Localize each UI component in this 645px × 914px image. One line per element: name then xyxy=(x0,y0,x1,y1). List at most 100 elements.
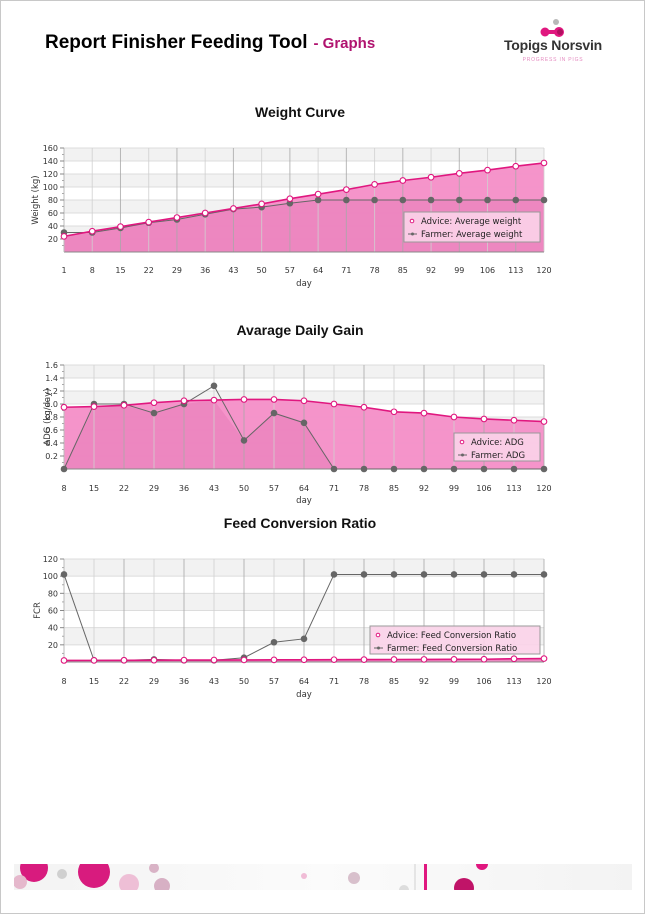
farmer-point xyxy=(450,571,458,578)
logo-tagline: PROGRESS IN PIGS xyxy=(522,57,584,63)
y-tick-label: 100 xyxy=(43,572,58,581)
x-tick-label: 85 xyxy=(398,266,408,275)
x-tick-label: 22 xyxy=(119,484,129,493)
farmer-point xyxy=(427,196,435,204)
legend-box xyxy=(453,432,541,462)
x-tick-label: 71 xyxy=(341,266,351,275)
x-tick-label: 8 xyxy=(61,677,66,686)
advice-point xyxy=(484,166,491,174)
adg-chart: 0.2 0.4 0.6 0.8 1.0 1.2 1.4 1.6 8 15 22 29 36 43 50 57 6… xyxy=(43,361,552,506)
legend-advice-marker xyxy=(375,632,381,638)
x-tick-label: 15 xyxy=(89,677,99,686)
farmer-point xyxy=(360,465,368,473)
legend-box xyxy=(403,211,541,243)
advice-point xyxy=(90,403,98,410)
x-tick-label: 15 xyxy=(115,266,125,275)
legend-farmer-label: Farmer: Average weight xyxy=(421,230,523,240)
advice-point xyxy=(88,227,96,235)
x-tick-label: 71 xyxy=(329,484,339,493)
legend-farmer-label: Farmer: ADG xyxy=(471,451,525,461)
report-title: Report Finisher Feeding Tool - Graphs xyxy=(45,32,375,54)
x-tick-label: 78 xyxy=(359,484,369,493)
y-axis-label: ADG (kg/day) xyxy=(43,388,53,445)
x-tick-label: 85 xyxy=(389,484,399,493)
advice-point xyxy=(390,656,398,663)
x-tick-label: 29 xyxy=(149,677,159,686)
x-tick-label: 36 xyxy=(179,677,189,686)
farmer-point xyxy=(540,571,548,578)
farmer-point xyxy=(371,196,378,204)
advice-point xyxy=(60,233,68,240)
legend-farmer-label: Farmer: Feed Conversion Ratio xyxy=(387,644,517,654)
y-tick-label: 120 xyxy=(43,555,58,564)
y-tick-label: 0.2 xyxy=(45,452,58,461)
x-tick-label: 106 xyxy=(476,484,491,493)
advice-point xyxy=(300,397,308,405)
x-axis-label: day xyxy=(296,496,312,506)
advice-point xyxy=(117,223,124,230)
x-tick-label: 22 xyxy=(144,266,154,275)
y-axis-label: Weight (kg) xyxy=(31,175,41,224)
advice-point xyxy=(360,403,368,411)
advice-point xyxy=(450,413,458,421)
advice-point xyxy=(240,656,248,664)
x-tick-label: 29 xyxy=(149,484,159,493)
advice-point xyxy=(150,656,158,664)
farmer-point xyxy=(399,196,407,204)
y-tick-label: 0.8 xyxy=(45,413,58,422)
y-tick-label: 0.4 xyxy=(45,439,58,448)
farmer-point xyxy=(300,419,308,427)
report-subtitle: - Graphs xyxy=(313,35,376,52)
weight-curve-chart: 20 40 60 80 100 120 140 160 1 8 15 22 29 36 43 50 57 64 71… xyxy=(31,144,552,289)
farmer-point xyxy=(450,465,458,473)
x-tick-label: 1 xyxy=(61,266,66,275)
advice-point xyxy=(371,181,378,188)
chart-title-fcr: Feed Conversion Ratio xyxy=(223,515,377,531)
x-tick-label: 43 xyxy=(228,266,238,275)
x-tick-label: 43 xyxy=(209,677,219,686)
x-tick-label: 57 xyxy=(285,266,295,275)
advice-point xyxy=(240,396,248,403)
advice-point xyxy=(399,177,407,184)
advice-point xyxy=(330,656,338,664)
logo-molecule-icon xyxy=(540,19,564,37)
advice-point xyxy=(510,655,518,663)
y-tick-label: 20 xyxy=(48,641,58,650)
advice-point xyxy=(173,214,181,221)
farmer-point xyxy=(60,571,68,578)
x-tick-label: 78 xyxy=(369,266,379,275)
farmer-point xyxy=(480,571,488,578)
x-tick-label: 36 xyxy=(200,266,210,275)
advice-point xyxy=(210,656,218,664)
legend-advice-marker xyxy=(409,218,415,224)
advice-point xyxy=(120,656,128,664)
farmer-point xyxy=(455,196,463,204)
x-tick-label: 78 xyxy=(359,677,369,686)
x-tick-label: 71 xyxy=(329,677,339,686)
y-tick-label: 1.4 xyxy=(45,374,58,383)
advice-point xyxy=(180,397,188,405)
farmer-point xyxy=(60,465,68,473)
farmer-point xyxy=(314,196,322,204)
legend-advice-label: Advice: Feed Conversion Ratio xyxy=(387,631,516,641)
y-tick-label: 100 xyxy=(43,183,58,192)
farmer-point xyxy=(270,638,278,646)
y-tick-label: 1.2 xyxy=(45,387,58,396)
farmer-point xyxy=(420,465,428,473)
grid-band xyxy=(64,148,544,161)
advice-point xyxy=(510,416,518,424)
advice-point xyxy=(230,205,237,212)
x-tick-label: 64 xyxy=(299,677,309,686)
advice-point xyxy=(258,200,265,208)
x-tick-label: 92 xyxy=(419,677,429,686)
chart-title-adg: Avarage Daily Gain xyxy=(236,322,364,338)
x-tick-label: 99 xyxy=(454,266,464,275)
legend-box xyxy=(369,625,541,655)
x-axis-label: day xyxy=(296,690,312,700)
farmer-point xyxy=(512,196,520,204)
x-tick-label: 99 xyxy=(449,677,459,686)
advice-point xyxy=(343,186,350,193)
y-tick-label: 40 xyxy=(48,222,58,231)
farmer-point xyxy=(510,571,518,578)
y-tick-label: 120 xyxy=(43,170,58,179)
